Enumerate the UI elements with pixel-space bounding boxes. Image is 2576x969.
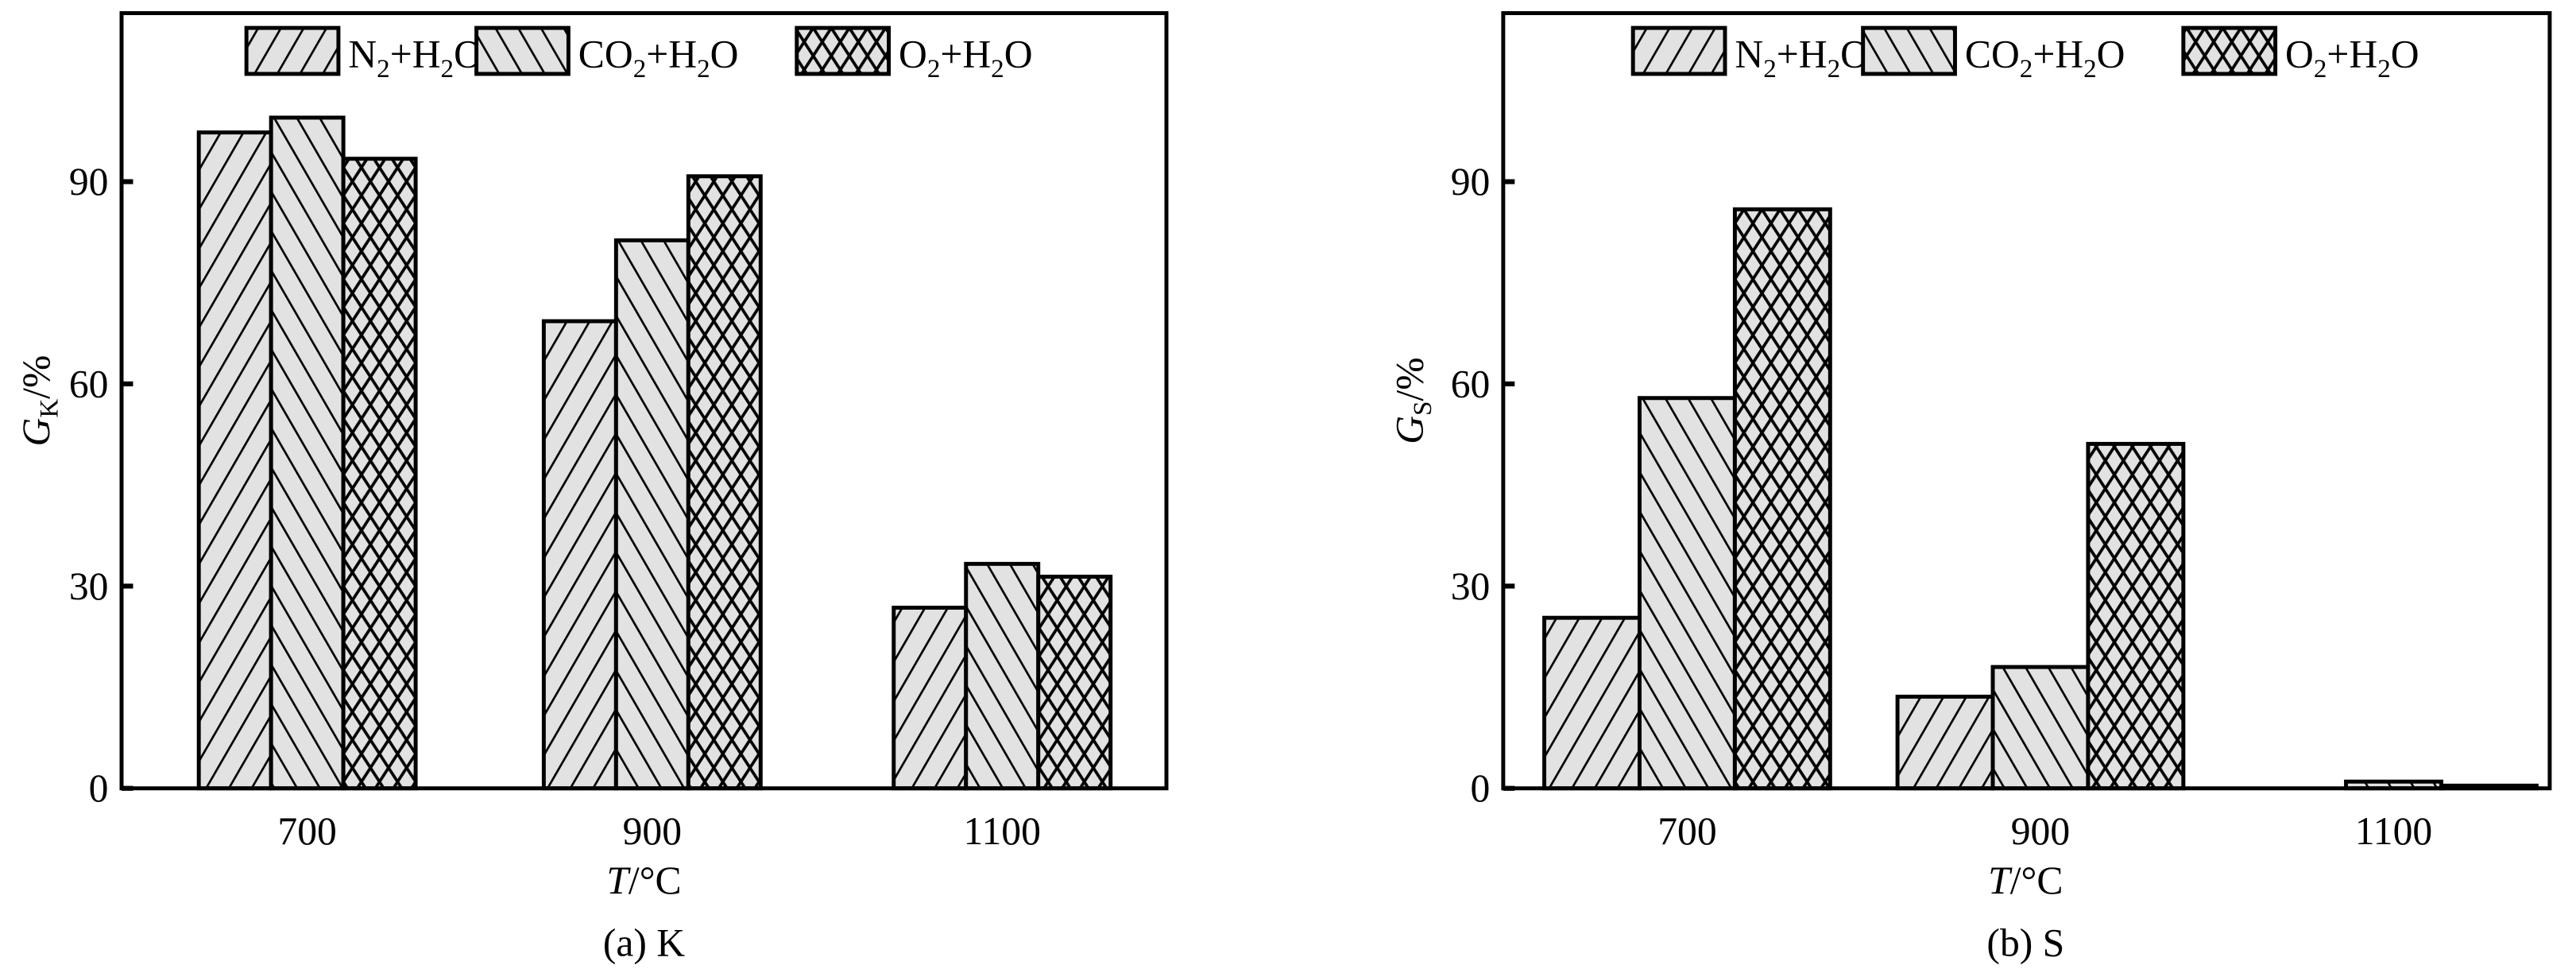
bar-co2-h2o-1100	[964, 561, 1041, 791]
legend-item: CO2+H2O	[474, 25, 739, 83]
legend-subscript: 2	[697, 55, 710, 83]
legend-text: CO	[1965, 33, 2020, 76]
legend-text: +H	[2033, 33, 2083, 76]
y-label-unit: /%	[1388, 357, 1432, 401]
x-tick-label: 700	[277, 809, 336, 853]
bar-n2-h2o-700	[1542, 615, 1642, 791]
x-axis-label: T/°C	[1988, 859, 2063, 902]
bar-o2-h2o-1100	[1036, 574, 1113, 791]
bar-co2-h2o-900	[1990, 665, 2091, 791]
legend-swatch	[1861, 25, 1957, 76]
legend-subscript: 2	[2083, 55, 2097, 83]
y-tick-label: 90	[1451, 160, 1491, 203]
x-tick-label: 1100	[2355, 809, 2432, 853]
legend-subscript: 2	[991, 55, 1004, 83]
legend: N2+H2O CO2+H2O O2+H2O	[244, 25, 1033, 83]
x-axis-label: T/°C	[606, 859, 681, 902]
chart-caption: (b) S	[1986, 921, 2064, 964]
bar-o2-h2o-700	[341, 157, 418, 791]
bar-o2-h2o-700	[1732, 207, 1832, 791]
legend-text: +H	[2327, 33, 2377, 76]
y-label-symbol: G	[14, 418, 58, 447]
legend-swatch	[2181, 25, 2278, 76]
y-label-subscript: K	[35, 399, 64, 418]
chart-caption: (a) K	[603, 921, 685, 964]
legend-item: N2+H2O	[1630, 25, 1869, 83]
legend-subscript: 2	[927, 55, 941, 83]
y-axis-label: GK/%	[14, 355, 64, 447]
legend-item: CO2+H2O	[1861, 25, 2125, 83]
y-tick-label: 90	[69, 160, 109, 203]
legend-text: O	[899, 33, 927, 76]
bar-co2-h2o-700	[1637, 396, 1737, 791]
legend-swatch	[795, 25, 892, 76]
legend-text: O	[2391, 33, 2419, 76]
legend-swatch	[244, 25, 341, 76]
legend-text: +H	[940, 33, 991, 76]
bar-o2-h2o-900	[686, 174, 763, 791]
y-tick-label: 30	[1451, 564, 1491, 608]
y-tick-label: 0	[1471, 766, 1491, 810]
bar-n2-h2o-1100	[892, 605, 969, 791]
legend-text: O	[1004, 33, 1033, 76]
legend-subscript: 2	[441, 55, 454, 83]
legend-subscript: 2	[1763, 55, 1777, 83]
y-axis-label: GS/%	[1388, 357, 1437, 444]
y-tick-label: 30	[69, 564, 109, 608]
legend-text: N	[348, 33, 377, 76]
legend-text: O	[2285, 33, 2314, 76]
plot-frame	[119, 11, 1169, 791]
legend-label: O2+H2O	[2285, 33, 2419, 83]
bar-n2-h2o-900	[541, 319, 618, 791]
x-tick-label: 900	[623, 809, 682, 853]
legend-text: +H	[390, 33, 441, 76]
x-tick-label: 900	[2011, 809, 2070, 853]
legend-subscript: 2	[377, 55, 390, 83]
bar-n2-h2o-700	[196, 130, 273, 791]
legend-text: CO	[578, 33, 633, 76]
x-tick-label: 1100	[964, 809, 1041, 853]
legend-label: N2+H2O	[348, 33, 482, 83]
plot-frame	[1501, 11, 2552, 791]
legend-subscript: 2	[2377, 55, 2391, 83]
legend-item: N2+H2O	[244, 25, 482, 83]
legend-subscript: 2	[633, 55, 647, 83]
legend-text: N	[1735, 33, 1763, 76]
x-label-unit: /°C	[629, 859, 682, 902]
legend-subscript: 2	[2314, 55, 2327, 83]
legend-item: O2+H2O	[2181, 25, 2419, 83]
legend-text: O	[710, 33, 739, 76]
y-label-symbol: G	[1388, 416, 1432, 444]
x-label-symbol: T	[606, 859, 631, 902]
y-label-unit: /%	[14, 355, 58, 399]
y-label-subscript: S	[1409, 401, 1437, 416]
legend-label: CO2+H2O	[578, 33, 739, 83]
legend-swatch	[1630, 25, 1727, 76]
y-tick-label: 60	[1451, 362, 1491, 405]
legend-text: +H	[646, 33, 697, 76]
bar-co2-h2o-900	[613, 238, 690, 791]
legend-text: +H	[1777, 33, 1828, 76]
legend-text: O	[2097, 33, 2125, 76]
legend-swatch	[474, 25, 571, 76]
bar-n2-h2o-900	[1895, 694, 1995, 791]
legend-subscript: 2	[2020, 55, 2033, 83]
bar-co2-h2o-700	[269, 115, 346, 791]
y-tick-label: 60	[69, 362, 109, 405]
x-tick-label: 700	[1657, 809, 1716, 853]
legend-subscript: 2	[1828, 55, 1841, 83]
legend-label: CO2+H2O	[1965, 33, 2125, 83]
x-label-symbol: T	[1988, 859, 2013, 902]
x-label-unit: /°C	[2010, 859, 2064, 902]
legend-label: O2+H2O	[899, 33, 1033, 83]
bar-o2-h2o-900	[2086, 441, 2186, 791]
legend-label: N2+H2O	[1735, 33, 1869, 83]
legend: N2+H2O CO2+H2O O2+H2O	[1630, 25, 2419, 83]
y-tick-label: 0	[89, 766, 109, 810]
legend-item: O2+H2O	[795, 25, 1033, 83]
